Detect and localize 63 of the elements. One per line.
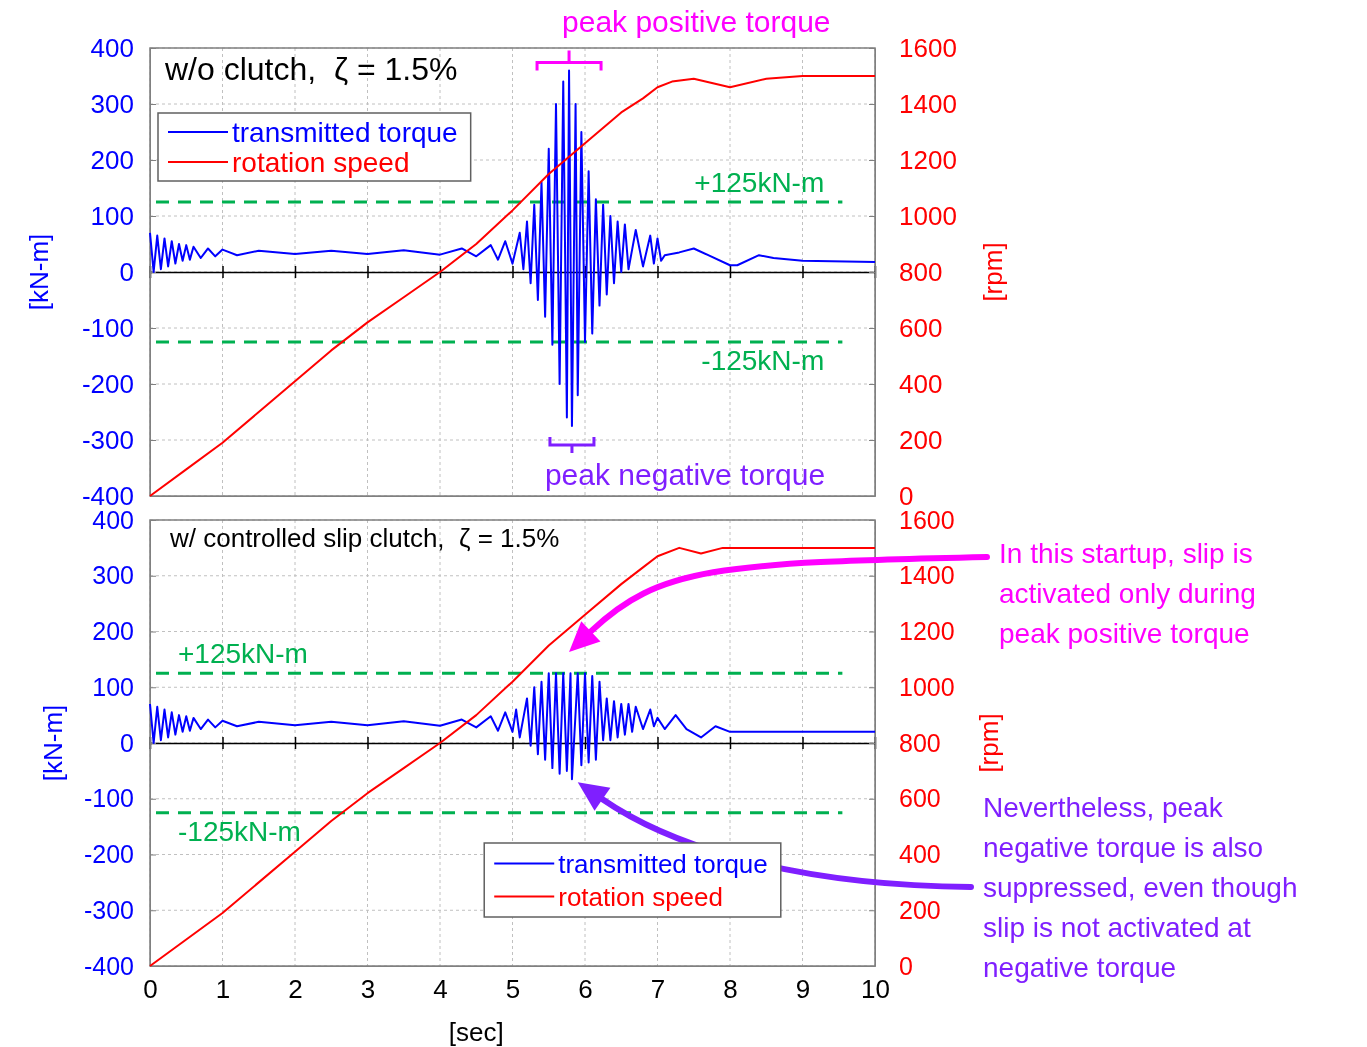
y-tick-label: -200 bbox=[83, 840, 134, 868]
y-tick-label: -200 bbox=[81, 368, 134, 399]
y-tick-label: 100 bbox=[90, 200, 134, 231]
y2-tick-label: 1200 bbox=[899, 617, 955, 645]
x-tick-label: 9 bbox=[795, 974, 811, 1005]
annotation: peak positive torque bbox=[562, 5, 831, 39]
ref-line-label: -125kN-m bbox=[178, 815, 301, 847]
x-tick-label: 0 bbox=[143, 974, 158, 1005]
y2-tick-label: 600 bbox=[899, 312, 943, 343]
y2-tick-label: 200 bbox=[899, 895, 941, 924]
legend-label: transmitted torque bbox=[232, 116, 458, 148]
x-tick-label: 6 bbox=[578, 974, 593, 1005]
y-tick-label: 200 bbox=[90, 144, 134, 175]
y-axis-title: [kN-m] bbox=[24, 233, 54, 311]
x-tick-label: 1 bbox=[215, 974, 231, 1005]
chart-title: w/ controlled slip clutch, ζ = 1.5% bbox=[169, 523, 560, 553]
x-tick-label: 5 bbox=[505, 974, 521, 1005]
y-tick-label: 0 bbox=[120, 728, 134, 757]
y-tick-label: -400 bbox=[83, 951, 134, 980]
line-series bbox=[149, 672, 876, 781]
text: Nevertheless, peak negative torque is also suppressed, even though slip is not activated at negative torque bbox=[983, 792, 1298, 983]
legend-label: transmitted torque bbox=[558, 848, 768, 879]
ref-line-label: +125kN-m bbox=[694, 167, 825, 198]
ref-line-label: +125kN-m bbox=[178, 638, 308, 670]
y2-tick-label: 400 bbox=[899, 840, 941, 868]
y2-tick-label: 600 bbox=[899, 784, 941, 813]
y2-tick-label: 1200 bbox=[899, 144, 957, 175]
y-tick-label: 200 bbox=[92, 617, 134, 645]
x-tick-label: 10 bbox=[861, 974, 890, 1005]
y-tick-label: 400 bbox=[90, 32, 134, 63]
x-tick-label: 7 bbox=[650, 974, 666, 1005]
legend-label: rotation speed bbox=[558, 881, 724, 912]
y2-tick-label: 1600 bbox=[899, 32, 957, 63]
y2-axis-title: [rpm] bbox=[978, 242, 1008, 302]
x-tick-label: 4 bbox=[433, 974, 448, 1005]
y2-tick-label: 0 bbox=[899, 951, 913, 980]
y2-tick-label: 1000 bbox=[899, 672, 955, 701]
x-tick-label: 2 bbox=[288, 974, 303, 1005]
y-axis-title: [kN-m] bbox=[38, 704, 68, 782]
y2-axis-title: [rpm] bbox=[974, 713, 1004, 773]
y-tick-label: -100 bbox=[83, 784, 134, 813]
y2-tick-label: 400 bbox=[899, 368, 943, 399]
annotation: peak negative torque bbox=[544, 458, 826, 491]
x-axis-title: [sec] bbox=[448, 1017, 504, 1047]
text: In this startup, slip is activated only during peak positive torque bbox=[999, 538, 1256, 649]
y-tick-label: -300 bbox=[81, 424, 134, 455]
chart-title: w/o clutch, ζ = 1.5% bbox=[164, 51, 458, 87]
y-tick-label: 300 bbox=[92, 561, 134, 590]
y2-tick-label: 1400 bbox=[899, 561, 955, 590]
y2-tick-label: 200 bbox=[899, 424, 943, 455]
y-tick-label: -100 bbox=[81, 312, 134, 343]
ref-line-label: -125kN-m bbox=[701, 345, 825, 376]
y2-tick-label: 1400 bbox=[899, 88, 957, 119]
x-tick-label: 3 bbox=[360, 974, 376, 1005]
y2-tick-label: 800 bbox=[899, 256, 943, 287]
y-tick-label: 0 bbox=[119, 256, 134, 287]
y-tick-label: -300 bbox=[83, 895, 134, 924]
y2-tick-label: 800 bbox=[899, 728, 941, 757]
legend-label: rotation speed bbox=[232, 146, 410, 178]
y2-tick-label: 1000 bbox=[899, 200, 957, 231]
x-tick-label: 8 bbox=[723, 974, 738, 1005]
y-tick-label: 100 bbox=[92, 672, 134, 701]
y-tick-label: 300 bbox=[90, 88, 134, 119]
